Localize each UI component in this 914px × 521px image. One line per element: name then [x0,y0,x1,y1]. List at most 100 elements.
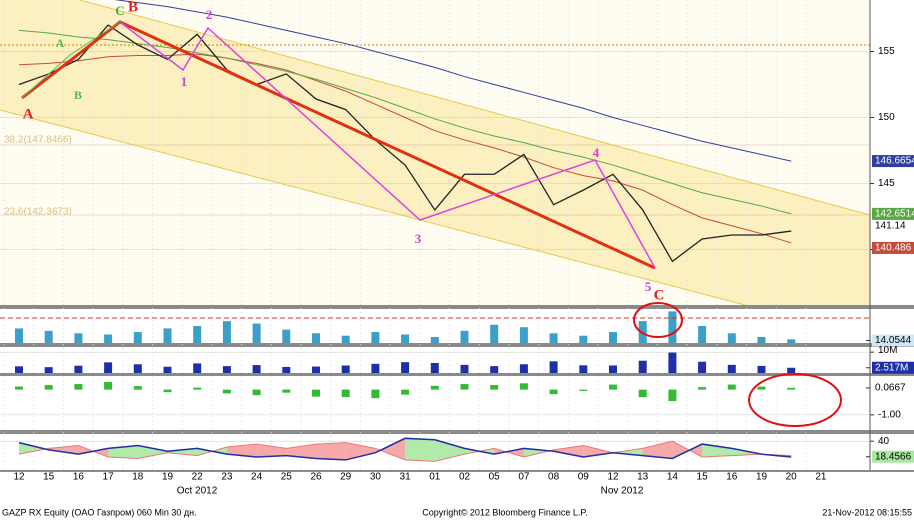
bar [222,389,231,394]
footer-left: GAZP RX Equity (OAO Газпром) 060 Min 30 … [2,507,197,517]
footer-right: 21-Nov-2012 08:15:55 [822,507,912,517]
x-tick-label: 08 [548,472,560,483]
bar [757,386,766,390]
wave-label: 2 [206,7,213,22]
value-label: 18.4566 [875,451,912,462]
dmi-area [226,444,257,458]
x-tick-label: 16 [726,472,738,483]
wave-12345 [119,21,656,269]
y-tick-label: 10M [878,345,897,356]
x-tick-label: 09 [578,472,590,483]
highlight [633,302,683,338]
bar [282,329,291,343]
dmi-area [405,438,435,462]
bar [460,364,469,373]
value-label: 146.6654 [875,156,914,167]
panel-separator [0,373,914,376]
dmi-area [316,442,346,460]
bar [44,385,53,390]
series-line [114,0,792,162]
value-label: 141.14 [875,221,906,232]
bar [519,383,528,390]
bar [490,385,499,390]
bar [133,364,142,373]
bar [727,384,736,390]
value-label: 140.486 [875,243,912,254]
bar [282,389,291,393]
bar [638,389,647,398]
bar [519,364,528,373]
bar [104,362,113,373]
x-tick-label: 14 [667,472,679,483]
channel-lower [0,109,746,306]
x-tick-label: 16 [73,472,85,483]
x-tick-label: 26 [310,472,322,483]
bar [104,382,113,390]
bar [549,361,558,373]
bar [579,389,588,391]
bar [341,389,350,398]
value-box [872,207,914,220]
bar [727,364,736,373]
bar [698,387,707,390]
y-tick-label: 155 [878,46,895,57]
x-tick-label: 07 [518,472,530,483]
value-box [872,361,914,374]
bar [698,326,707,343]
bar [609,365,617,373]
wave-label: C [115,3,124,18]
dmi-area [19,442,49,455]
x-tick-label: 12 [13,472,25,483]
bar [787,339,796,343]
bar [312,389,320,397]
x-tick-label: 29 [340,472,352,483]
bar [579,365,588,373]
bar [668,352,677,373]
value-box [872,241,914,254]
bar [668,311,677,343]
wave-label: C [654,287,665,303]
wave-label: B [74,88,82,102]
bar [282,366,291,373]
wave-label: A [23,106,34,122]
bar [252,323,261,343]
bar [74,333,83,343]
bar [104,334,113,343]
bar [757,336,766,343]
series-line [18,29,792,215]
bar [371,363,380,373]
wave-label: A [56,36,65,50]
bar [193,363,202,373]
x-tick-label: 12 [607,472,619,483]
x-tick-label: 30 [370,472,382,483]
bar [371,389,380,399]
wave-abc-green [21,21,121,99]
bar [490,366,499,373]
value-box [872,155,914,168]
bar [430,336,439,343]
bar [74,384,83,390]
bar [609,332,617,343]
panel-separator [0,470,914,472]
x-tick-label: 15 [43,472,55,483]
bar [401,389,410,395]
highlight [748,373,842,427]
bar [757,365,766,373]
x-tick-label: 17 [103,472,115,483]
panel-separator [0,430,914,434]
y-tick-label: 145 [878,178,895,189]
x-tick-label: 18 [132,472,144,483]
value-label: 14.0544 [875,335,912,346]
bar [44,367,53,373]
x-tick-label: 20 [786,472,798,483]
bar [312,366,320,373]
value-label: 2.517M [875,362,908,373]
bar [579,335,588,343]
value-label: 142.6514 [875,209,914,220]
footer-center: Copyright© 2012 Bloomberg Finance L.P. [422,507,588,517]
dmi-area [583,445,613,458]
bar [193,326,202,343]
series-line [18,53,792,244]
y-tick-label: -1.00 [878,409,901,420]
